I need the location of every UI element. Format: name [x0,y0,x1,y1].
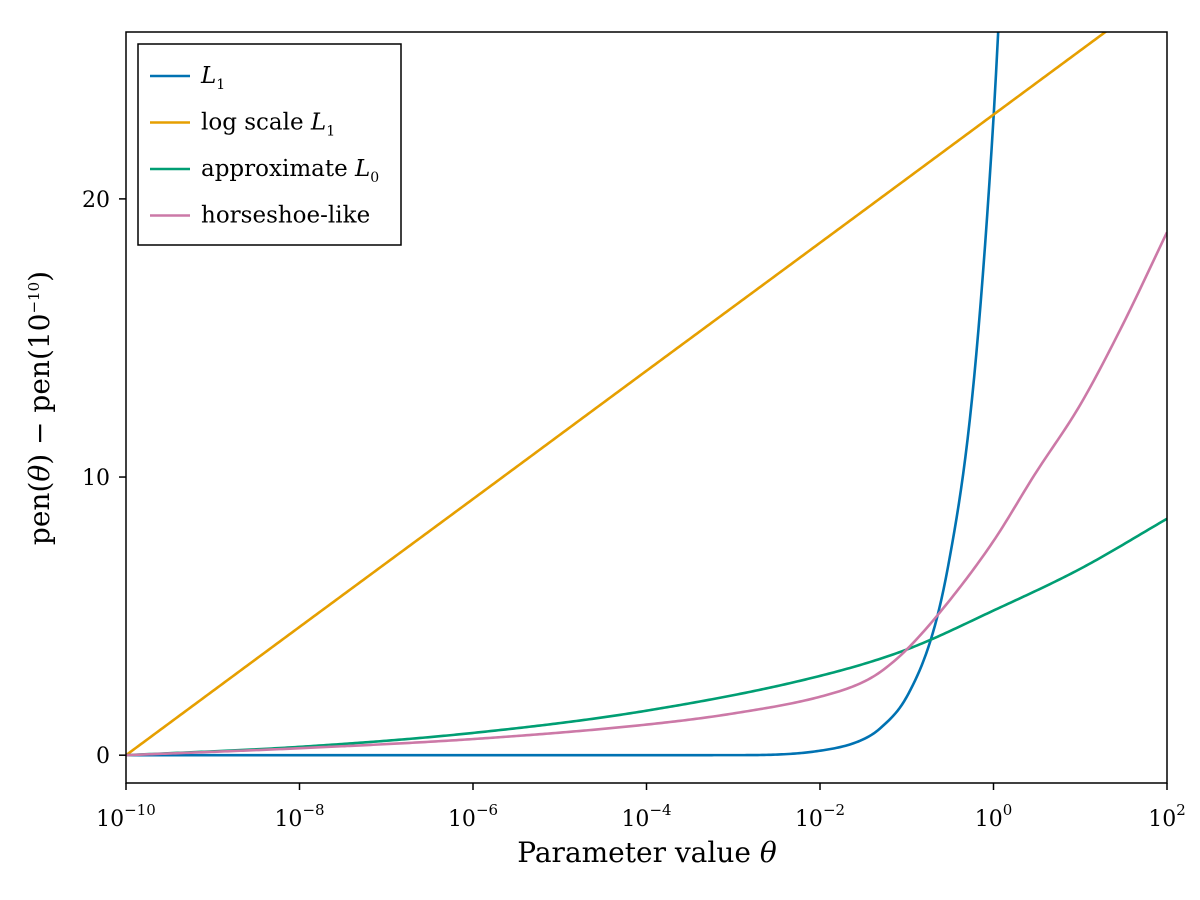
series-line-1 [126,32,1000,757]
x-axis: 10−10 10−8 10−6 10−4 10−2 100 102 [96,783,1186,832]
legend-label: log scale L1 [201,110,335,140]
legend-entry: approximate L0 [150,156,379,186]
x-tick-label: 100 [975,801,1013,832]
y-axis: 0 10 20 [82,188,126,769]
y-tick-label: 10 [82,466,110,491]
y-tick-label: 20 [82,188,110,213]
x-axis-label: Parameter value θ [517,836,777,869]
series-line-2 [126,32,1108,757]
x-tick-label: 10−4 [621,801,671,832]
x-tick-label: 10−6 [448,801,498,832]
series-line-4 [126,231,1167,757]
legend-label: approximate L0 [201,156,379,186]
x-tick-label: 10−10 [96,801,156,832]
legend-box [137,43,402,246]
x-tick-label: 10−2 [795,801,845,832]
legend-entry: log scale L1 [150,110,335,140]
y-tick-label: 0 [96,744,110,769]
legend-label: L1 [200,63,225,93]
y-axis-label: pen(θ) − pen(10−10) [23,271,56,545]
legend-entry: L1 [150,63,225,93]
legend-label: horseshoe-like [201,203,370,229]
x-tick-label: 10−8 [274,801,324,832]
legend-entry: horseshoe-like [150,203,370,229]
x-tick-label: 102 [1148,801,1186,832]
legend: L1 log scale L1 approximate L0 horseshoe-li… [137,43,402,246]
series-layer [126,32,1167,757]
series-line-3 [126,517,1167,757]
